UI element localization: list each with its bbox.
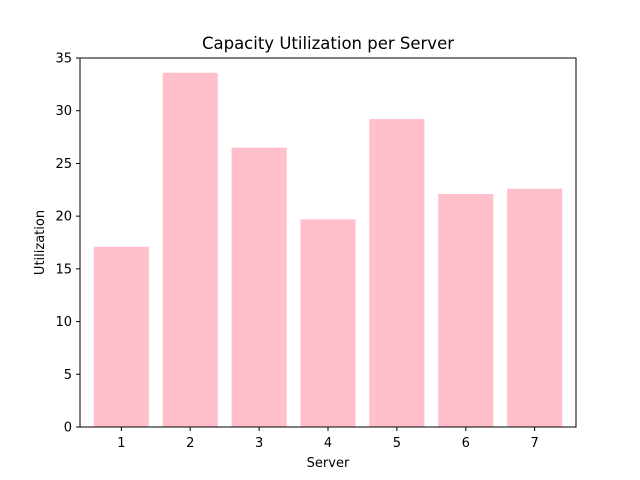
y-tick-label: 35 (55, 52, 72, 67)
chart-title: Capacity Utilization per Server (202, 34, 454, 53)
y-axis-ticks: 0 5 10 15 20 25 30 35 (55, 52, 80, 436)
x-tick-label: 2 (186, 436, 194, 451)
x-axis-ticks: 1 2 3 4 5 6 7 (117, 427, 539, 451)
bar-server-1 (93, 246, 149, 427)
y-tick-label: 25 (55, 157, 72, 172)
x-tick-label: 6 (462, 436, 470, 451)
x-tick-label: 4 (324, 436, 332, 451)
y-tick-label: 5 (64, 368, 72, 383)
bar-server-2 (162, 72, 218, 427)
y-axis-label: Utilization (33, 210, 48, 275)
bar-server-5 (369, 119, 425, 428)
y-tick-label: 30 (55, 104, 72, 119)
bar-server-3 (231, 147, 287, 427)
plot-frame (79, 57, 577, 428)
x-tick-label: 7 (531, 436, 539, 451)
x-axis-label: Server (307, 456, 350, 471)
bar-server-6 (438, 194, 494, 427)
y-tick-label: 15 (55, 262, 72, 277)
bars-group (93, 72, 563, 428)
y-tick-label: 20 (55, 210, 72, 225)
y-tick-label: 0 (64, 421, 72, 436)
x-tick-label: 1 (117, 436, 125, 451)
bar-server-4 (300, 219, 356, 427)
x-tick-label: 3 (255, 436, 263, 451)
x-tick-label: 5 (393, 436, 401, 451)
bar-server-7 (507, 188, 563, 427)
y-tick-label: 10 (55, 315, 72, 330)
